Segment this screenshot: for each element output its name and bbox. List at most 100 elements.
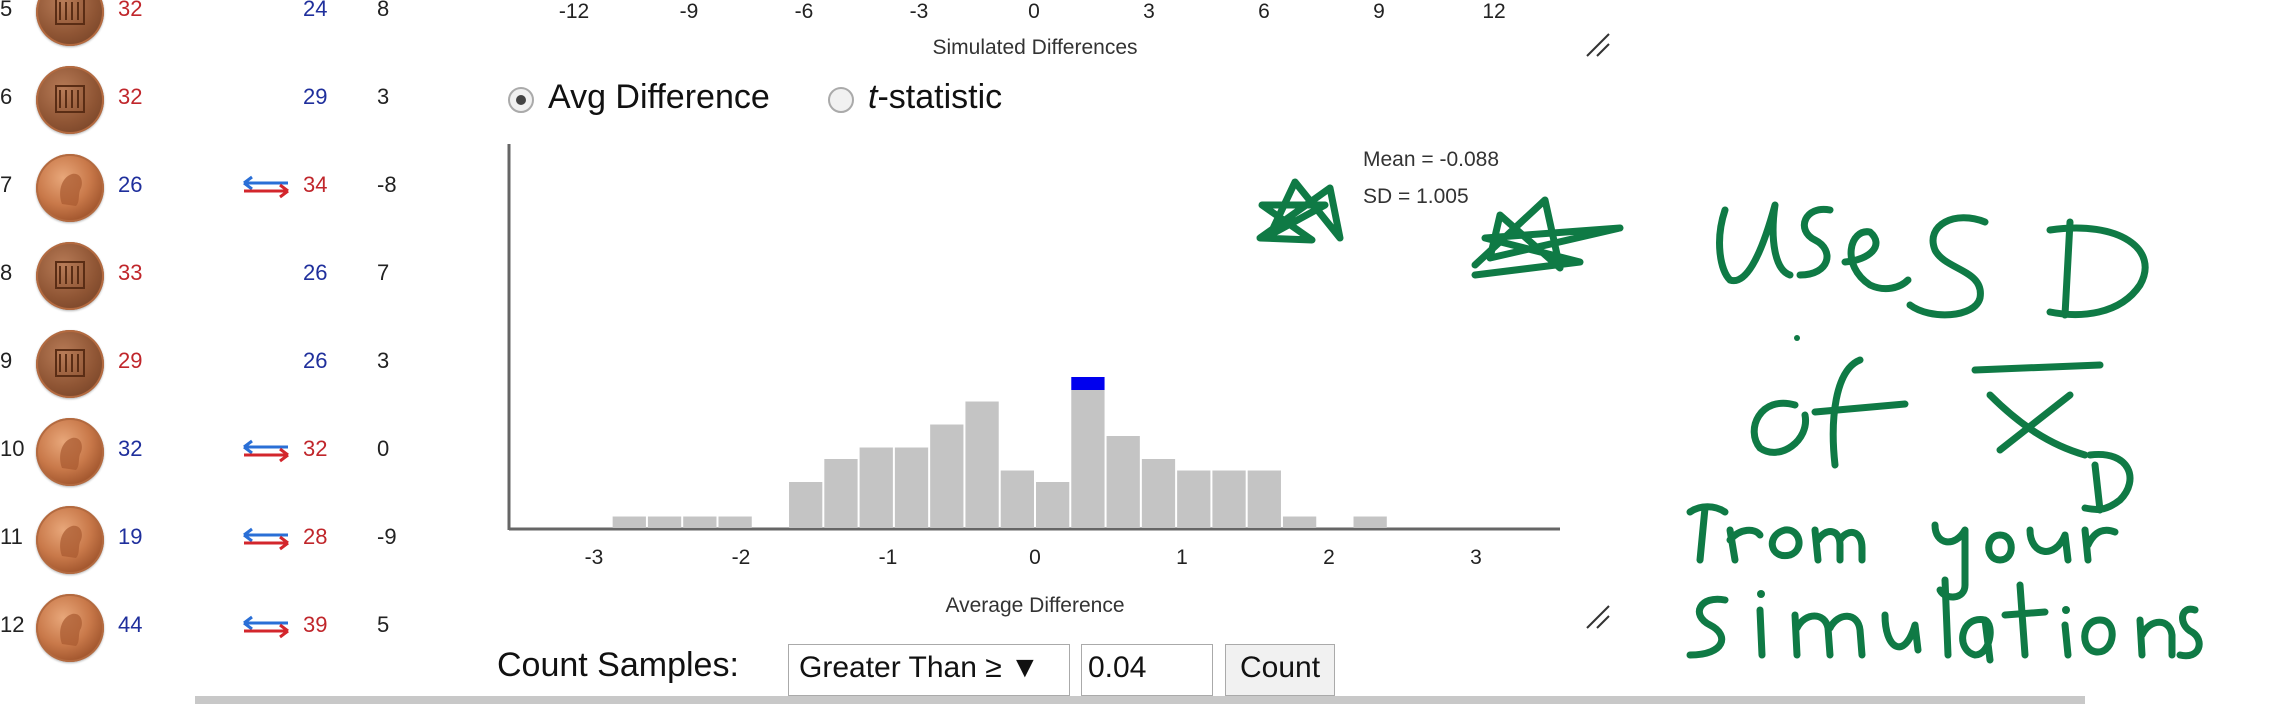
sd-stat: SD = 1.005 <box>1363 185 1469 208</box>
value-b: 26 <box>303 348 328 373</box>
swap-arrows-icon[interactable] <box>240 615 292 639</box>
x-axis-tick-label: 0 <box>1029 546 1041 569</box>
x-axis-tick-label: -3 <box>584 546 604 569</box>
penny-tails-icon <box>36 66 104 134</box>
row-number: 10 <box>0 436 25 461</box>
histogram-bar <box>1177 470 1211 528</box>
value-b: 26 <box>303 260 328 285</box>
t-statistic-radio[interactable] <box>828 87 854 113</box>
difference-value: 7 <box>377 260 390 285</box>
top-axis-tick: 9 <box>1373 0 1385 23</box>
value-b: 39 <box>303 612 328 637</box>
histogram-xlabel: Average Difference <box>945 594 1125 617</box>
x-axis-tick-label: -2 <box>731 546 751 569</box>
table-row: 12 44 39 5 <box>0 584 420 672</box>
avg-difference-label: Avg Difference <box>548 78 770 116</box>
table-row: 8 33 26 7 <box>0 232 420 320</box>
difference-value: 5 <box>377 612 390 637</box>
value-a: 32 <box>118 84 143 109</box>
resize-handle-icon[interactable] <box>1585 604 1611 630</box>
difference-value: -9 <box>377 524 397 549</box>
row-number: 5 <box>0 0 13 21</box>
horizontal-scrollbar[interactable] <box>195 696 2085 704</box>
mean-stat: Mean = -0.088 <box>1363 148 1500 171</box>
histogram-bar <box>859 447 893 528</box>
top-axis-tick: 12 <box>1482 0 1506 23</box>
histogram-bar <box>1036 482 1070 528</box>
value-a: 26 <box>118 172 143 197</box>
value-b: 32 <box>303 436 328 461</box>
swap-arrows-icon[interactable] <box>240 439 292 463</box>
difference-value: -8 <box>377 172 397 197</box>
value-b: 34 <box>303 172 328 197</box>
threshold-input[interactable]: 0.04 <box>1081 644 1213 696</box>
top-axis-tick: -6 <box>794 0 814 23</box>
top-axis-tick: 0 <box>1028 0 1040 23</box>
difference-value: 8 <box>377 0 390 21</box>
difference-value: 3 <box>377 348 390 373</box>
x-axis-tick-label: 2 <box>1323 546 1335 569</box>
top-axis-tick: 6 <box>1258 0 1270 23</box>
histogram-bar <box>1106 436 1140 528</box>
x-axis-tick-label: 1 <box>1176 546 1188 569</box>
top-axis-tick: 3 <box>1143 0 1155 23</box>
histogram-bar <box>965 401 999 528</box>
row-number: 12 <box>0 612 25 637</box>
count-button[interactable]: Count <box>1225 644 1336 696</box>
value-b: 24 <box>303 0 328 21</box>
top-axis-tick: -3 <box>909 0 929 23</box>
table-row: 6 32 29 3 <box>0 56 420 144</box>
row-number: 6 <box>0 84 13 109</box>
count-mode-select[interactable]: Greater Than ≥ ▼ <box>788 644 1070 696</box>
top-axis-tick: -12 <box>558 0 590 23</box>
value-a: 32 <box>118 0 143 21</box>
star-doodle-icon <box>1256 178 1344 244</box>
row-number: 8 <box>0 260 13 285</box>
value-b: 29 <box>303 84 328 109</box>
histogram-bar <box>1071 390 1105 528</box>
value-a: 44 <box>118 612 143 637</box>
table-row: 7 26 34 -8 <box>0 144 420 232</box>
penny-heads-icon <box>36 418 104 486</box>
histogram-bar <box>894 447 929 528</box>
swap-arrows-icon[interactable] <box>240 527 292 551</box>
top-axis-title: Simulated Differences <box>932 36 1138 59</box>
row-number: 7 <box>0 172 13 197</box>
histogram-bar <box>718 516 752 528</box>
histogram-bar <box>1141 459 1176 528</box>
value-a: 29 <box>118 348 143 373</box>
histogram-bar <box>930 424 964 528</box>
count-samples-label: Count Samples: <box>497 646 739 684</box>
histogram-bar <box>1247 470 1281 528</box>
x-axis-tick-label: -1 <box>878 546 898 569</box>
top-axis-tick: -9 <box>679 0 699 23</box>
table-row: 9 29 26 3 <box>0 320 420 408</box>
penny-tails-icon <box>36 330 104 398</box>
histogram-bar <box>824 459 858 528</box>
histogram-bar <box>612 516 646 528</box>
histogram-bar <box>1000 470 1034 528</box>
star-doodle-icon <box>1471 196 1624 279</box>
resize-handle-icon[interactable] <box>1585 32 1611 58</box>
difference-value: 3 <box>377 84 390 109</box>
value-a: 32 <box>118 436 143 461</box>
table-row: 5 32 24 8 <box>0 0 420 56</box>
penny-tails-icon <box>36 242 104 310</box>
highlighted-sample-bar <box>1071 377 1105 390</box>
avg-difference-radio[interactable] <box>508 87 534 113</box>
value-a: 33 <box>118 260 143 285</box>
t-statistic-label: t-statistic <box>868 78 1003 116</box>
x-axis-tick-label: 3 <box>1470 546 1482 569</box>
histogram-bar <box>647 516 682 528</box>
histogram-chart <box>507 144 1560 531</box>
value-b: 28 <box>303 524 328 549</box>
row-number: 9 <box>0 348 13 373</box>
histogram-bar <box>1212 470 1246 528</box>
histogram-bar <box>1353 516 1387 528</box>
histogram-bar <box>789 482 823 528</box>
table-row: 10 32 32 0 <box>0 408 420 496</box>
penny-heads-icon <box>36 154 104 222</box>
histogram-bar <box>1282 516 1317 528</box>
swap-arrows-icon[interactable] <box>240 175 292 199</box>
